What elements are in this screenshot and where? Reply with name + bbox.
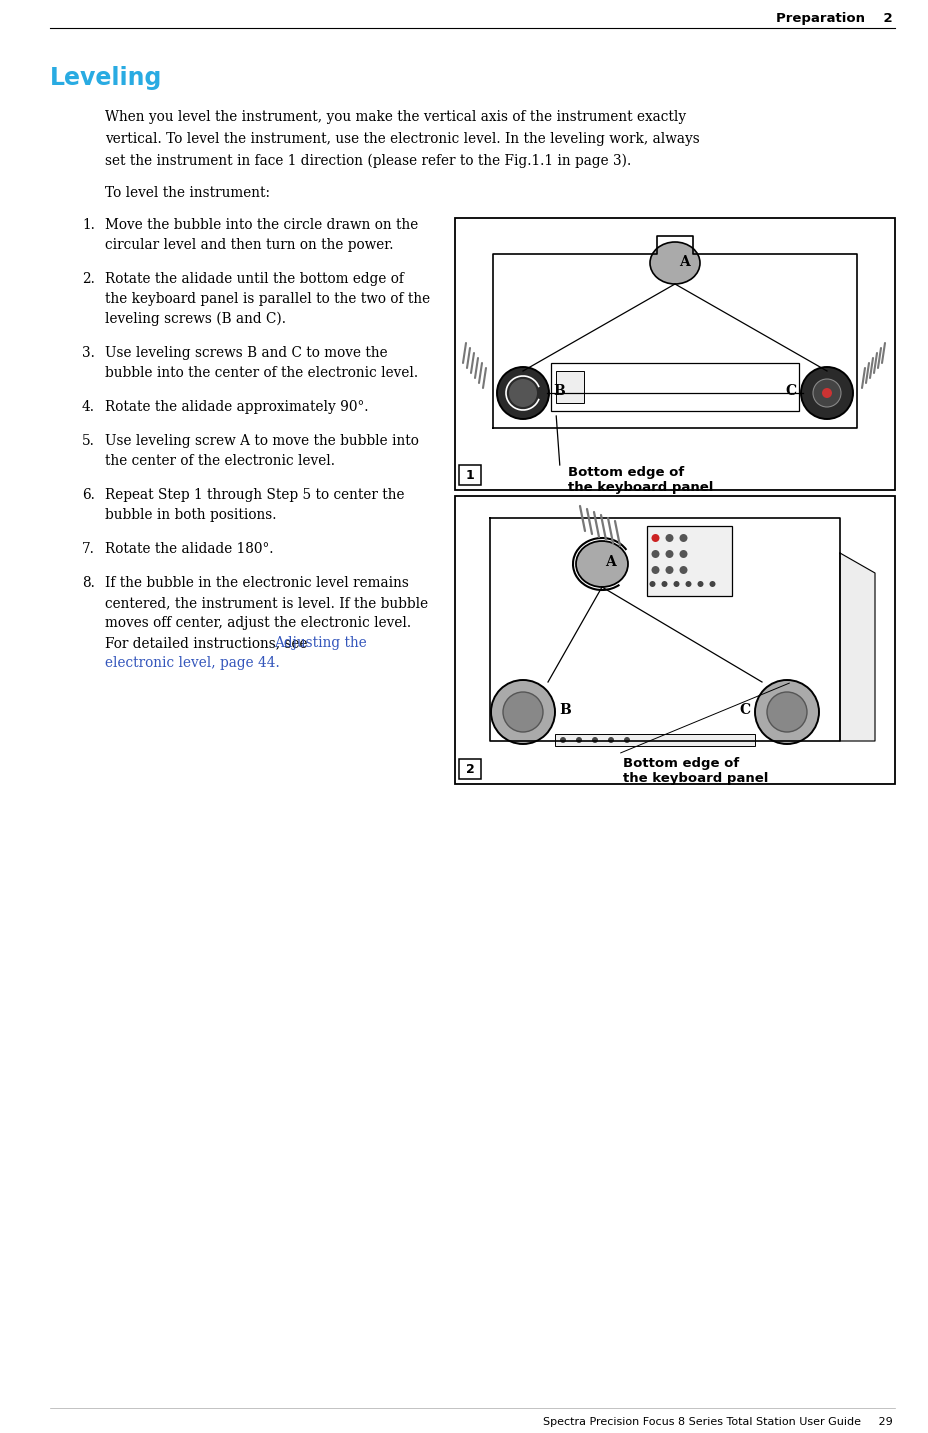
Circle shape (560, 737, 565, 742)
Text: the center of the electronic level.: the center of the electronic level. (105, 454, 335, 469)
Ellipse shape (650, 242, 699, 284)
Text: 1: 1 (465, 469, 474, 481)
Circle shape (491, 681, 554, 744)
Polygon shape (839, 553, 874, 741)
Text: 6.: 6. (82, 489, 95, 502)
Bar (550, 363, 798, 411)
Text: the keyboard panel is parallel to the two of the: the keyboard panel is parallel to the tw… (105, 292, 430, 307)
Text: Leveling: Leveling (50, 66, 162, 90)
Text: Rotate the alidade approximately 90°.: Rotate the alidade approximately 90°. (105, 400, 368, 414)
Circle shape (664, 550, 673, 557)
Bar (455, 496, 894, 784)
Circle shape (575, 737, 581, 742)
Text: 7.: 7. (82, 542, 95, 556)
Bar (554, 734, 754, 747)
Text: Bottom edge of
the keyboard panel: Bottom edge of the keyboard panel (623, 757, 767, 785)
Circle shape (649, 580, 655, 588)
Text: set the instrument in face 1 direction (please refer to the Fig.1.1 in page 3).: set the instrument in face 1 direction (… (105, 153, 630, 169)
Text: To level the instrument:: To level the instrument: (105, 186, 270, 201)
Circle shape (685, 580, 690, 588)
Text: 5.: 5. (82, 434, 95, 449)
Text: bubble into the center of the electronic level.: bubble into the center of the electronic… (105, 365, 418, 380)
FancyBboxPatch shape (458, 759, 481, 780)
Text: electronic level, page 44.: electronic level, page 44. (105, 656, 279, 671)
Text: C: C (739, 704, 750, 716)
Text: 2.: 2. (82, 272, 95, 287)
Text: A: A (604, 555, 615, 569)
Circle shape (624, 737, 629, 742)
Circle shape (767, 692, 806, 732)
Circle shape (664, 566, 673, 575)
Circle shape (673, 580, 678, 588)
Text: 3.: 3. (82, 345, 95, 360)
Text: vertical. To level the instrument, use the electronic level. In the leveling wor: vertical. To level the instrument, use t… (105, 132, 699, 146)
Text: Preparation    2: Preparation 2 (776, 11, 892, 24)
Circle shape (821, 388, 831, 398)
Circle shape (607, 737, 613, 742)
Circle shape (678, 550, 687, 557)
Text: B: B (552, 384, 564, 398)
Circle shape (651, 550, 659, 557)
Circle shape (678, 535, 687, 542)
Text: moves off center, adjust the electronic level.: moves off center, adjust the electronic … (105, 616, 411, 631)
Text: Repeat Step 1 through Step 5 to center the: Repeat Step 1 through Step 5 to center t… (105, 489, 404, 502)
Text: centered, the instrument is level. If the bubble: centered, the instrument is level. If th… (105, 596, 428, 610)
Text: Move the bubble into the circle drawn on the: Move the bubble into the circle drawn on… (105, 218, 418, 232)
Text: When you level the instrument, you make the vertical axis of the instrument exac: When you level the instrument, you make … (105, 110, 686, 125)
Circle shape (678, 566, 687, 575)
Text: If the bubble in the electronic level remains: If the bubble in the electronic level re… (105, 576, 408, 590)
Text: Rotate the alidade until the bottom edge of: Rotate the alidade until the bottom edge… (105, 272, 404, 287)
Bar (555, 371, 584, 403)
Text: Bottom edge of
the keyboard panel: Bottom edge of the keyboard panel (567, 466, 713, 494)
Text: A: A (678, 255, 689, 269)
Text: leveling screws (B and C).: leveling screws (B and C). (105, 312, 286, 327)
Circle shape (800, 367, 852, 418)
Text: 4.: 4. (82, 400, 95, 414)
Circle shape (754, 681, 818, 744)
Circle shape (502, 692, 542, 732)
Circle shape (812, 378, 840, 407)
Ellipse shape (575, 542, 627, 588)
Text: Use leveling screws B and C to move the: Use leveling screws B and C to move the (105, 345, 387, 360)
Circle shape (496, 367, 548, 418)
Circle shape (709, 580, 715, 588)
FancyBboxPatch shape (458, 464, 481, 484)
Circle shape (651, 566, 659, 575)
Text: 1.: 1. (82, 218, 95, 232)
Circle shape (509, 378, 536, 407)
Circle shape (697, 580, 702, 588)
Bar (455, 218, 894, 490)
Text: circular level and then turn on the power.: circular level and then turn on the powe… (105, 238, 393, 252)
Text: Rotate the alidade 180°.: Rotate the alidade 180°. (105, 542, 273, 556)
Text: 2: 2 (465, 762, 474, 775)
Text: 8.: 8. (82, 576, 95, 590)
Circle shape (591, 737, 598, 742)
Text: B: B (559, 704, 570, 716)
Bar (647, 526, 731, 596)
Circle shape (651, 535, 659, 542)
Circle shape (661, 580, 667, 588)
Text: Adjusting the: Adjusting the (274, 636, 367, 651)
Text: bubble in both positions.: bubble in both positions. (105, 509, 277, 522)
Text: C: C (785, 384, 796, 398)
Circle shape (664, 535, 673, 542)
Text: Spectra Precision Focus 8 Series Total Station User Guide     29: Spectra Precision Focus 8 Series Total S… (543, 1417, 892, 1427)
Text: For detailed instructions, see: For detailed instructions, see (105, 636, 312, 651)
Text: Use leveling screw A to move the bubble into: Use leveling screw A to move the bubble … (105, 434, 419, 449)
